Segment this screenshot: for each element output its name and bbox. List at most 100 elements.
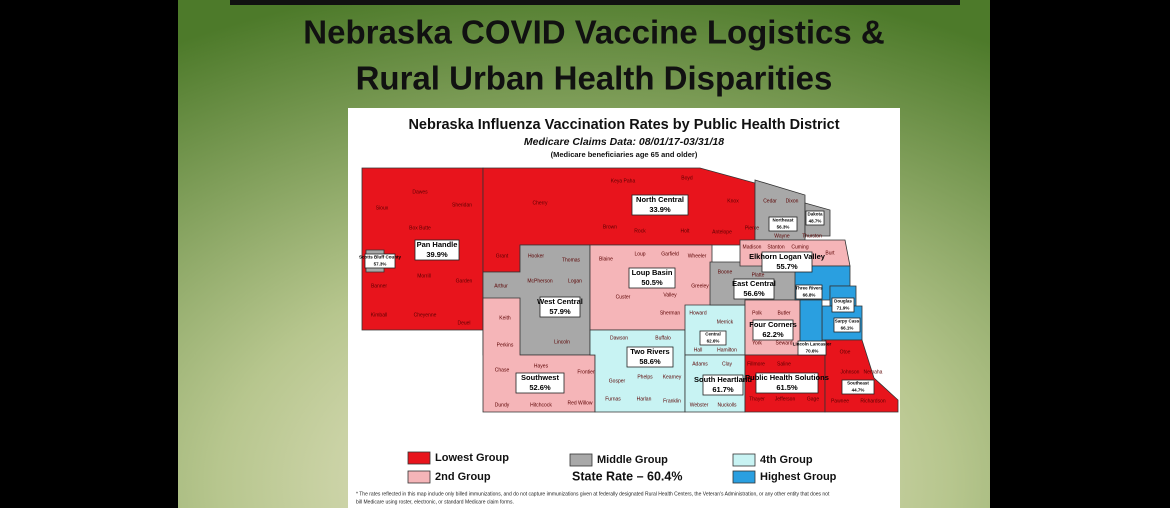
county-name: Platte <box>752 272 765 278</box>
district-label-box <box>768 216 798 232</box>
district-name: South Heartland <box>694 375 752 384</box>
district-rate: 70.6% <box>806 349 819 354</box>
district-name: Douglas <box>834 299 852 304</box>
district-name: Three Rivers <box>795 286 823 291</box>
district-rate: 44.7% <box>852 388 865 393</box>
county-name: Fillmore <box>747 361 765 367</box>
county-name: Custer <box>616 294 631 300</box>
county-name: Richardson <box>860 398 886 404</box>
county-name: Nuckolls <box>718 402 737 408</box>
district-label-box <box>797 340 827 356</box>
district-name: Four Corners <box>749 320 797 329</box>
district-label-box <box>515 372 565 394</box>
district-rate: 57.9% <box>549 307 571 316</box>
county-name: Johnson <box>841 369 860 375</box>
county-name: Hitchcock <box>530 402 552 408</box>
district-name: Sarpy Cass <box>835 319 860 324</box>
top-bar <box>230 0 960 5</box>
district-label-box <box>795 284 823 300</box>
county-name: Knox <box>727 198 739 204</box>
county-name: Cuming <box>791 244 808 250</box>
slide-title: Rural Urban Health Disparities <box>356 60 833 97</box>
legend-swatch <box>732 453 756 467</box>
county-name: Frontier <box>577 369 595 375</box>
county-name: Nemaha <box>864 369 883 375</box>
county-name: Garfield <box>661 251 679 257</box>
county-name: Cedar <box>763 198 777 204</box>
county-name: Cheyenne <box>414 312 437 318</box>
county-name: Thurston <box>802 233 822 239</box>
county-name: Dixon <box>786 198 799 204</box>
district-name: North Central <box>636 195 684 204</box>
legend-swatch <box>407 451 431 465</box>
district-rate: 52.6% <box>529 383 551 392</box>
county-name: York <box>752 340 762 346</box>
county-name: Garden <box>456 278 473 284</box>
county-name: Otoe <box>840 349 851 355</box>
district-name: Dakota <box>807 212 823 217</box>
district-label-box <box>539 296 581 318</box>
county-name: Buffalo <box>655 335 671 341</box>
county-name: Brown <box>603 224 617 230</box>
county-name: Sheridan <box>452 202 472 208</box>
district-name: Loup Basin <box>632 268 673 277</box>
legend-label: 4th Group <box>760 454 813 466</box>
district-name: Lincoln Lancaster <box>793 342 832 347</box>
county-name: Thayer <box>749 396 765 402</box>
footnote: * The rates reflected in this map includ… <box>356 491 830 497</box>
slide-title: Nebraska COVID Vaccine Logistics & <box>303 14 884 51</box>
district-label-box <box>833 317 861 333</box>
county-name: Rock <box>634 228 646 234</box>
county-name: Arthur <box>494 283 508 289</box>
legend-label: Highest Group <box>760 471 837 483</box>
county-name: Thomas <box>562 257 581 263</box>
county-name: Webster <box>690 402 709 408</box>
county-name: Greeley <box>691 283 709 289</box>
district-rate: 39.9% <box>426 250 448 259</box>
county-name: Keya Paha <box>611 178 636 184</box>
district-name: West Central <box>537 297 583 306</box>
county-name: Kimball <box>371 312 387 318</box>
district-rate: 66.1% <box>841 326 854 331</box>
district-name: Public Health Solutions <box>745 373 829 382</box>
district-rate: 62.6% <box>707 339 720 344</box>
county-name: Franklin <box>663 398 681 404</box>
map-title: Nebraska Influenza Vaccination Rates by … <box>408 117 839 133</box>
district-label-box <box>733 278 775 300</box>
district-label-box <box>831 297 855 313</box>
county-name: Dawes <box>412 189 428 195</box>
county-name: Box Butte <box>409 225 431 231</box>
district-rate: 33.9% <box>649 205 671 214</box>
county-name: Wheeler <box>688 253 707 259</box>
county-name: Boone <box>718 269 733 275</box>
map-subtitle: Medicare Claims Data: 08/01/17-03/31/18 <box>524 136 724 148</box>
county-name: Dawson <box>610 335 628 341</box>
county-name: Banner <box>371 283 387 289</box>
county-name: Valley <box>663 292 677 298</box>
map-note: (Medicare beneficiaries age 65 and older… <box>551 150 698 159</box>
county-name: Clay <box>722 361 733 367</box>
county-name: Hayes <box>534 363 549 369</box>
district-name: Elkhorn Logan Valley <box>749 252 826 261</box>
county-name: Logan <box>568 278 582 284</box>
county-name: Loup <box>634 251 645 257</box>
footnote: bill Medicare using roster, electronic, … <box>356 499 514 505</box>
county-name: Sioux <box>376 205 389 211</box>
district-label-box <box>752 319 794 341</box>
district-label-box <box>631 194 689 216</box>
county-name: Hooker <box>528 253 544 259</box>
district-name: Two Rivers <box>630 347 669 356</box>
county-name: Grant <box>496 253 509 259</box>
district-rate: 50.5% <box>641 278 663 287</box>
legend-swatch <box>407 470 431 484</box>
district-rate: 61.7% <box>712 385 734 394</box>
county-name: Dundy <box>495 402 510 408</box>
county-name: Howard <box>689 310 706 316</box>
district-name: Scotts Bluff County <box>359 255 401 260</box>
district-rate: 58.6% <box>639 357 661 366</box>
county-name: Madison <box>743 244 762 250</box>
county-name: Phelps <box>637 374 653 380</box>
county-name: Pawnee <box>831 398 849 404</box>
